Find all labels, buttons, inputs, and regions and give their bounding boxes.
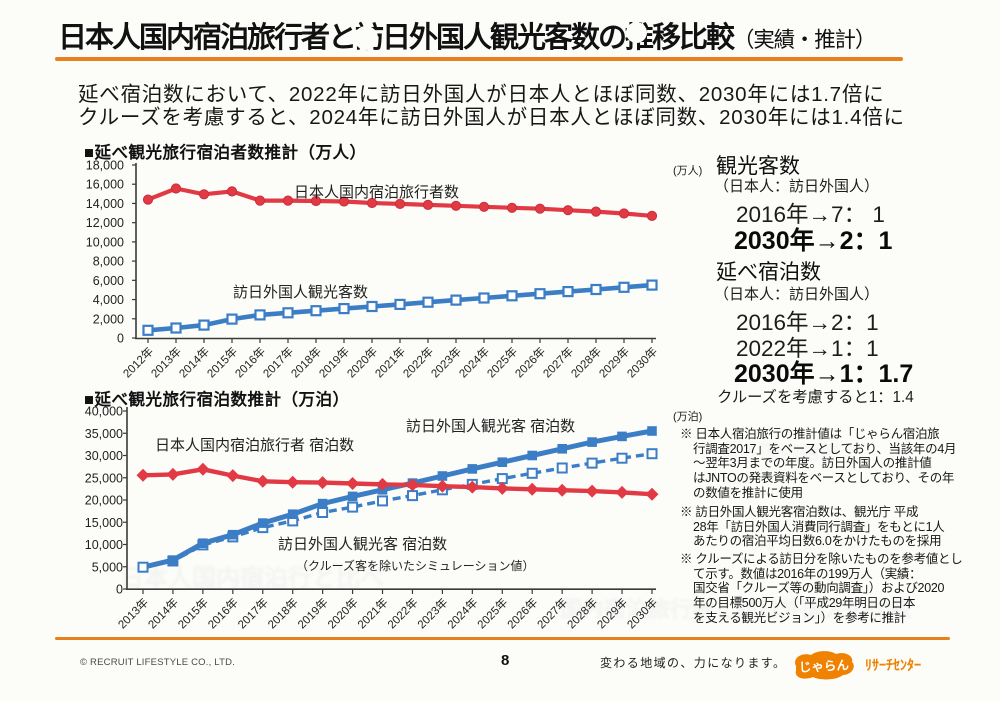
svg-text:2013年: 2013年 (115, 595, 151, 631)
svg-text:10,000: 10,000 (85, 538, 123, 552)
svg-text:18,000: 18,000 (86, 159, 124, 173)
svg-text:2020年: 2020年 (344, 344, 380, 380)
svg-text:2028年: 2028年 (568, 344, 604, 380)
svg-text:2023年: 2023年 (428, 344, 464, 380)
svg-text:2026年: 2026年 (504, 595, 540, 631)
svg-text:2027年: 2027年 (534, 595, 570, 631)
svg-text:2024年: 2024年 (456, 344, 492, 380)
svg-text:2017年: 2017年 (260, 344, 296, 380)
svg-text:2029年: 2029年 (596, 344, 632, 380)
svg-text:2021年: 2021年 (355, 595, 391, 631)
svg-text:2013年: 2013年 (148, 344, 184, 380)
svg-text:14,000: 14,000 (86, 197, 124, 211)
svg-text:15,000: 15,000 (85, 516, 123, 530)
svg-text:2028年: 2028年 (564, 595, 600, 631)
svg-text:2019年: 2019年 (295, 595, 331, 631)
svg-text:16,000: 16,000 (86, 178, 124, 192)
svg-text:2015年: 2015年 (204, 344, 240, 380)
svg-text:6,000: 6,000 (93, 274, 124, 288)
svg-text:2016年: 2016年 (205, 595, 241, 631)
svg-text:0: 0 (117, 332, 124, 346)
svg-text:2017年: 2017年 (235, 595, 271, 631)
svg-text:2014年: 2014年 (145, 595, 181, 631)
svg-text:じゃらん: じゃらん (799, 658, 850, 675)
svg-text:35,000: 35,000 (85, 427, 123, 441)
svg-text:2026年: 2026年 (512, 344, 548, 380)
svg-text:2022年: 2022年 (384, 595, 420, 631)
svg-text:2015年: 2015年 (175, 595, 211, 631)
svg-text:2016年: 2016年 (232, 344, 268, 380)
svg-text:2025年: 2025年 (474, 595, 510, 631)
svg-text:25,000: 25,000 (85, 471, 123, 485)
svg-text:2025年: 2025年 (484, 344, 520, 380)
svg-text:2018年: 2018年 (265, 595, 301, 631)
svg-text:2020年: 2020年 (325, 595, 361, 631)
svg-text:5,000: 5,000 (92, 560, 123, 574)
svg-text:2029年: 2029年 (594, 595, 630, 631)
svg-text:10,000: 10,000 (86, 235, 124, 249)
svg-text:30,000: 30,000 (85, 449, 123, 463)
svg-text:2023年: 2023年 (414, 595, 450, 631)
svg-text:2012年: 2012年 (120, 344, 156, 380)
svg-text:2,000: 2,000 (93, 312, 124, 326)
svg-text:20,000: 20,000 (85, 494, 123, 508)
svg-text:40,000: 40,000 (85, 405, 123, 419)
svg-text:2024年: 2024年 (444, 595, 480, 631)
svg-text:2014年: 2014年 (176, 344, 212, 380)
svg-text:2019年: 2019年 (316, 344, 352, 380)
svg-text:12,000: 12,000 (86, 216, 124, 230)
svg-text:ﾘｻｰﾁｾﾝﾀｰ: ﾘｻｰﾁｾﾝﾀｰ (865, 657, 921, 673)
svg-text:2027年: 2027年 (540, 344, 576, 380)
svg-text:2030年: 2030年 (624, 595, 660, 631)
svg-text:2022年: 2022年 (400, 344, 436, 380)
svg-text:0: 0 (116, 583, 123, 597)
svg-text:2021年: 2021年 (372, 344, 408, 380)
svg-text:8,000: 8,000 (93, 255, 124, 269)
svg-text:2018年: 2018年 (288, 344, 324, 380)
svg-text:2030年: 2030年 (624, 344, 660, 380)
svg-text:4,000: 4,000 (93, 293, 124, 307)
